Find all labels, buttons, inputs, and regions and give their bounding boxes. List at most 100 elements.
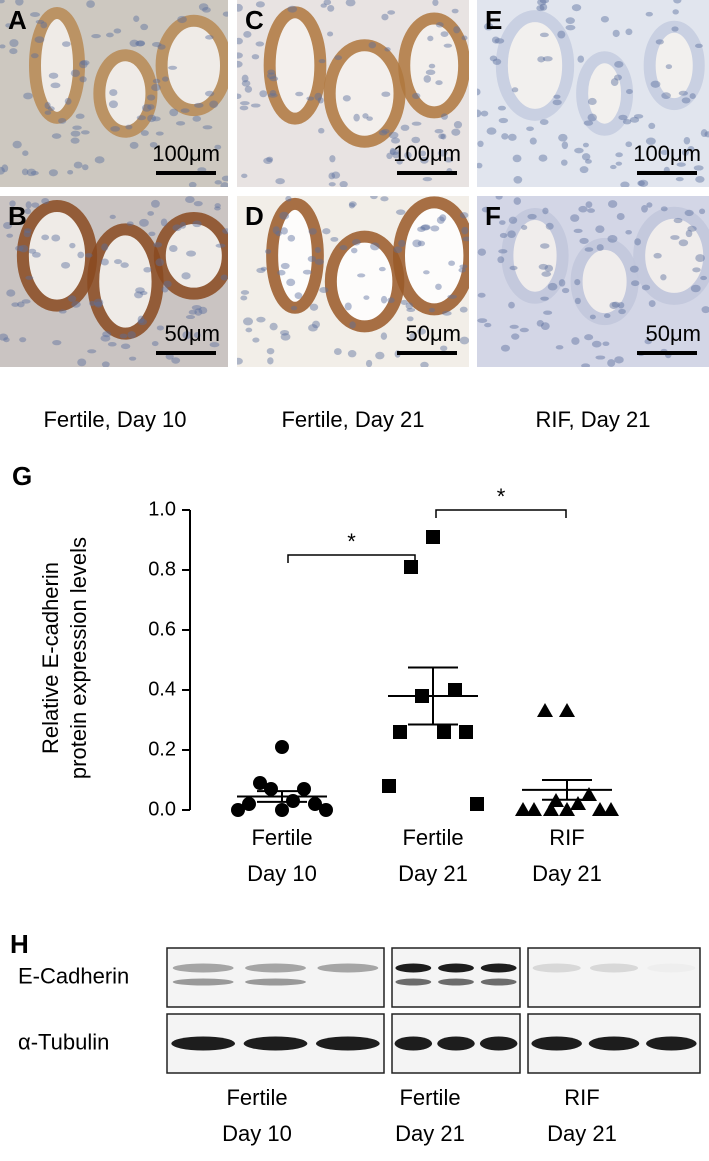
nucleus — [392, 151, 400, 159]
band — [438, 963, 474, 973]
nucleus — [153, 242, 163, 248]
nucleus — [339, 181, 348, 187]
nucleus — [557, 30, 566, 39]
nucleus — [120, 262, 129, 268]
nucleus — [637, 180, 645, 186]
nucleus — [252, 337, 260, 343]
nucleus — [440, 113, 448, 120]
data-point — [559, 703, 575, 717]
nucleus — [15, 0, 24, 6]
nucleus — [318, 127, 325, 134]
nucleus — [5, 23, 12, 28]
nucleus — [428, 63, 436, 69]
nucleus — [459, 212, 469, 219]
y-axis-label: Relative E-cadherin protein expression l… — [38, 536, 91, 780]
gland — [576, 51, 634, 136]
nucleus — [94, 156, 105, 164]
nucleus — [151, 199, 160, 208]
nucleus — [50, 82, 61, 89]
nucleus — [119, 333, 128, 339]
nucleus — [205, 35, 214, 40]
nucleus — [192, 220, 202, 228]
nucleus — [589, 314, 596, 320]
band — [438, 978, 474, 986]
nucleus — [363, 295, 370, 300]
nucleus — [381, 129, 390, 134]
caption: Fertile, Day 21 — [281, 407, 424, 432]
nucleus — [582, 142, 589, 148]
nucleus — [113, 28, 122, 34]
gland — [87, 223, 164, 340]
band — [480, 978, 517, 986]
nucleus — [495, 196, 503, 200]
nucleus — [209, 100, 219, 108]
nucleus — [646, 202, 653, 208]
nucleus — [398, 239, 406, 248]
nucleus — [406, 316, 414, 322]
nucleus — [609, 301, 619, 310]
nucleus — [665, 64, 673, 70]
nucleus — [612, 29, 620, 38]
gland — [643, 20, 705, 111]
nucleus — [365, 359, 373, 367]
nucleus — [539, 32, 549, 38]
nucleus — [695, 176, 705, 183]
nucleus — [417, 226, 426, 232]
nucleus — [214, 206, 221, 211]
nucleus — [151, 116, 161, 122]
nucleus — [328, 172, 336, 180]
nucleus — [188, 181, 197, 187]
nucleus — [620, 181, 630, 187]
gland — [155, 14, 228, 117]
nucleus — [110, 126, 121, 132]
nucleus — [140, 23, 149, 31]
blot-box — [166, 947, 385, 1008]
nucleus — [25, 201, 32, 209]
nucleus — [540, 296, 549, 301]
data-point — [393, 725, 407, 739]
nucleus — [638, 179, 649, 187]
nucleus — [660, 149, 669, 156]
nucleus — [541, 271, 552, 277]
nucleus — [78, 60, 88, 69]
nucleus — [70, 137, 80, 144]
nucleus — [266, 72, 277, 80]
gland — [323, 39, 406, 148]
nucleus — [695, 43, 703, 48]
data-point — [603, 802, 619, 816]
nucleus — [387, 297, 395, 304]
nucleus — [181, 272, 191, 280]
nucleus — [127, 331, 136, 339]
nucleus — [188, 309, 197, 315]
nucleus — [255, 41, 265, 47]
nucleus — [241, 80, 251, 87]
nucleus — [420, 224, 431, 231]
panel-label: H — [10, 929, 29, 959]
nucleus — [15, 245, 24, 252]
nucleus — [348, 202, 356, 209]
nucleus — [396, 158, 403, 165]
nucleus — [185, 315, 196, 320]
nucleus — [139, 218, 149, 227]
nucleus — [287, 234, 296, 242]
nucleus — [319, 286, 329, 293]
nucleus — [436, 216, 445, 224]
nucleus — [128, 356, 137, 361]
nucleus — [255, 1, 265, 8]
nucleus — [570, 214, 580, 222]
nucleus — [333, 348, 342, 355]
panel-label: F — [485, 201, 501, 231]
scale-label: 50μm — [165, 321, 220, 346]
nucleus — [607, 235, 618, 243]
nucleus — [243, 317, 254, 326]
gland — [570, 237, 639, 326]
nucleus — [443, 43, 453, 48]
nucleus — [648, 300, 656, 308]
nucleus — [269, 89, 277, 97]
significance-star: * — [497, 484, 506, 509]
nucleus — [536, 320, 544, 327]
data-point — [264, 782, 278, 796]
nucleus — [581, 153, 591, 161]
nucleus — [459, 264, 468, 269]
nucleus — [417, 240, 426, 247]
